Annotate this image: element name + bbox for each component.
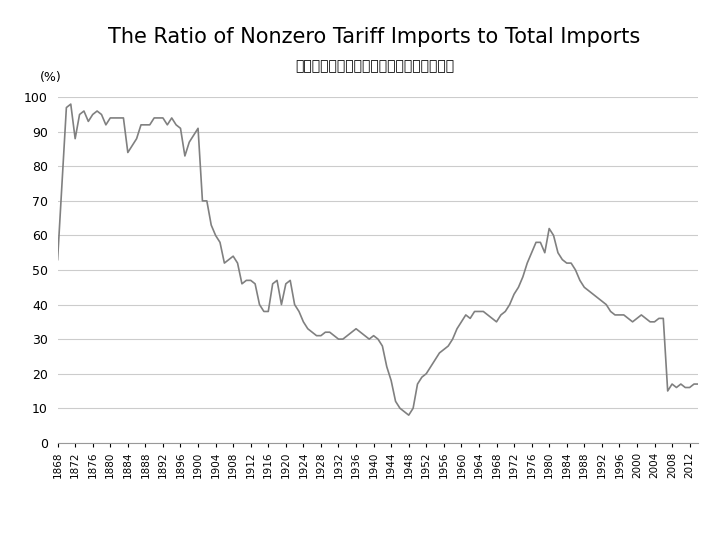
Text: （有税品比率＝有税品輸入額／輸入総額）: （有税品比率＝有税品輸入額／輸入総額） bbox=[294, 59, 454, 73]
Text: The Ratio of Nonzero Tariff Imports to Total Imports: The Ratio of Nonzero Tariff Imports to T… bbox=[108, 27, 641, 47]
Text: (%): (%) bbox=[40, 71, 61, 84]
